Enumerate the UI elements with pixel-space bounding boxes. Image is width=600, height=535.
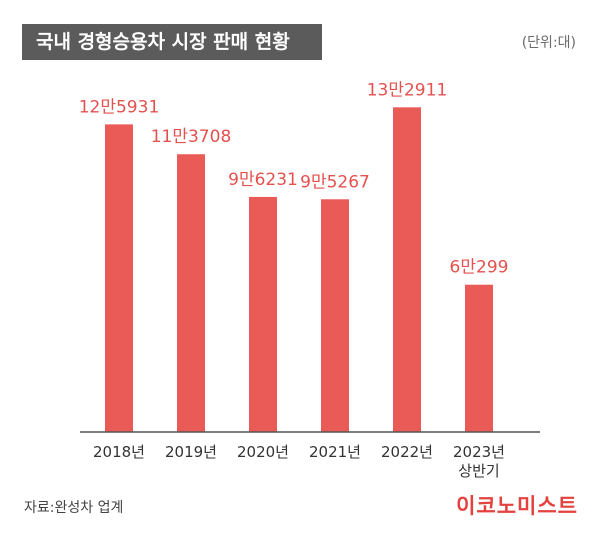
bar-3 [321, 199, 349, 432]
bar-2 [249, 196, 277, 432]
category-label-0: 2018년 [93, 443, 145, 461]
value-label-0: 12만5931 [79, 97, 160, 117]
chart-title: 국내 경형승용차 시장 판매 현황 [36, 31, 290, 53]
category-label-2: 2020년 [237, 443, 289, 461]
value-label-4: 13만2911 [367, 80, 448, 100]
publisher-logo: 이코노미스트 [456, 494, 578, 518]
bar-0 [105, 124, 133, 432]
category-label-5-line-1: 상반기 [458, 462, 499, 480]
bar-5 [465, 284, 493, 432]
category-label-1: 2019년 [165, 443, 217, 461]
labels-layer: 12만5931 2018년 11만3708 2019년 9만6231 2020년 9만526… [79, 80, 509, 480]
bars-layer [105, 107, 493, 432]
value-label-2: 9만6231 [228, 170, 298, 190]
bar-4 [393, 107, 421, 432]
value-label-5: 6만299 [450, 258, 509, 278]
category-label-4: 2022년 [381, 443, 433, 461]
unit-label: (단위:대) [521, 35, 576, 51]
source-note: 자료:완성차 업계 [24, 500, 124, 516]
category-label-5: 2023년 [453, 443, 505, 461]
value-label-3: 9만5267 [300, 172, 370, 192]
category-label-3: 2021년 [309, 443, 361, 461]
bar-1 [177, 154, 205, 432]
title-bar: 국내 경형승용차 시장 판매 현황 [22, 24, 322, 60]
value-label-1: 11만3708 [151, 127, 232, 147]
